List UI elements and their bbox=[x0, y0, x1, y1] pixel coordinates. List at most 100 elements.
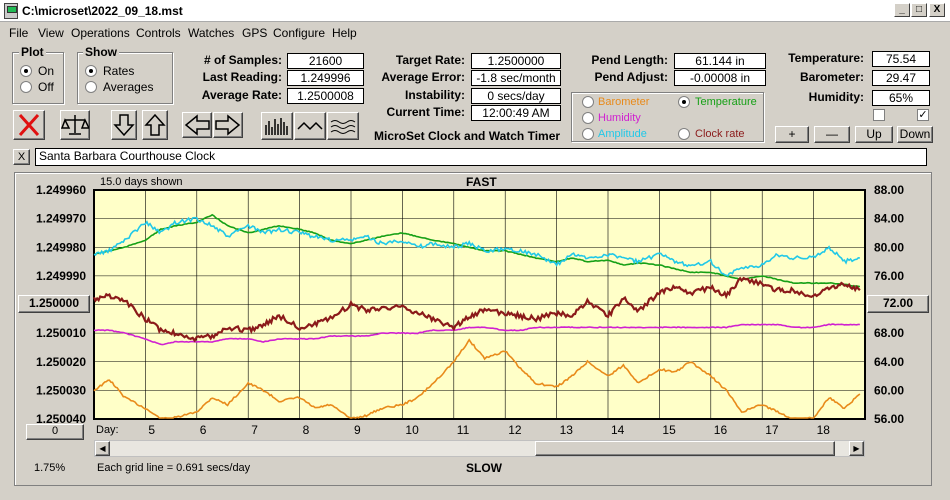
x-tick-label: 8 bbox=[303, 423, 310, 437]
scroll-left-button[interactable]: ◀ bbox=[95, 441, 110, 456]
calibrate-button[interactable] bbox=[60, 110, 91, 140]
series-line-amplitude bbox=[93, 216, 860, 277]
samples-value: 21600 bbox=[287, 53, 364, 69]
y-tick-label-right: 76.00 bbox=[874, 269, 904, 283]
center-rate-button[interactable]: 1.250000 bbox=[18, 295, 90, 313]
clock-rate-label: Clock rate bbox=[695, 128, 745, 140]
day-axis-label: Day: bbox=[96, 424, 119, 436]
target-rate-label: Target Rate: bbox=[395, 53, 465, 67]
plot-off-label: Off bbox=[38, 80, 54, 94]
slow-label: SLOW bbox=[466, 461, 502, 475]
y-tick-label-left: 1.250010 bbox=[36, 326, 86, 340]
x-tick-label: 9 bbox=[354, 423, 361, 437]
pend-adjust-label: Pend Adjust: bbox=[594, 70, 668, 84]
plot-on-radio[interactable] bbox=[20, 65, 32, 77]
temperature-radio[interactable] bbox=[678, 96, 690, 108]
menu-gps[interactable]: GPS bbox=[242, 26, 268, 40]
current-time-value: 12:00:49 AM bbox=[471, 105, 561, 121]
series-line-humidity bbox=[93, 323, 860, 346]
waveform-button[interactable] bbox=[294, 112, 326, 140]
humidity-reading-value: 65% bbox=[872, 90, 930, 106]
last-reading-value: 1.249996 bbox=[287, 70, 364, 86]
menu-watches[interactable]: Watches bbox=[188, 26, 235, 40]
barometer-radio[interactable] bbox=[582, 96, 594, 108]
stop-button[interactable] bbox=[13, 110, 45, 140]
right-arrow-button[interactable] bbox=[213, 112, 243, 138]
histogram-button[interactable] bbox=[261, 112, 293, 140]
up-arrow-button[interactable] bbox=[142, 110, 168, 140]
x-tick-label: 17 bbox=[765, 423, 779, 437]
noise-icon bbox=[330, 120, 356, 134]
instability-value: 0 secs/day bbox=[471, 88, 561, 104]
app-name: MicroSet Clock and Watch Timer bbox=[374, 129, 561, 143]
y-tick-label-left: 1.250020 bbox=[36, 355, 86, 369]
plus-button[interactable]: + bbox=[775, 126, 809, 143]
y-tick-label-right: 64.00 bbox=[874, 355, 904, 369]
arrow-left-icon bbox=[184, 114, 210, 136]
average-error-value: -1.8 sec/month bbox=[471, 70, 561, 86]
right-axis-button[interactable]: 72.00 bbox=[867, 295, 929, 313]
menu-controls[interactable]: Controls bbox=[136, 26, 181, 40]
x-tick-label: 14 bbox=[611, 423, 625, 437]
humidity-reading-label: Humidity: bbox=[808, 90, 864, 104]
samples-label: # of Samples: bbox=[203, 53, 282, 67]
scroll-right-button[interactable]: ▶ bbox=[849, 441, 864, 456]
menu-bar: File View Operations Controls Watches GP… bbox=[0, 23, 950, 43]
plot-legend: Plot bbox=[19, 45, 46, 59]
x-tick-label: 5 bbox=[148, 423, 155, 437]
show-group bbox=[77, 52, 173, 104]
show-averages-radio[interactable] bbox=[85, 81, 97, 93]
barometer-label: Barometer bbox=[598, 96, 650, 108]
grid-note: Each grid line = 0.691 secs/day bbox=[97, 462, 251, 474]
menu-file[interactable]: File bbox=[9, 26, 29, 40]
y-tick-label-left: 1.250040 bbox=[36, 412, 86, 426]
pend-adjust-value: -0.00008 in bbox=[674, 70, 766, 86]
offset-button[interactable]: 0 bbox=[26, 424, 84, 440]
x-tick-label: 18 bbox=[817, 423, 831, 437]
clear-clock-button[interactable]: X bbox=[13, 149, 30, 165]
down-arrow-button[interactable] bbox=[111, 110, 137, 140]
window-title: C:\microset\2022_09_18.mst bbox=[22, 4, 183, 18]
down-button[interactable]: Down bbox=[897, 126, 933, 143]
humidity-radio[interactable] bbox=[582, 112, 594, 124]
close-button[interactable]: X bbox=[929, 3, 945, 17]
show-rates-radio[interactable] bbox=[85, 65, 97, 77]
horizontal-scrollbar[interactable]: ◀ ▶ bbox=[94, 440, 865, 457]
left-arrow-button[interactable] bbox=[182, 112, 212, 138]
y-tick-label-right: 80.00 bbox=[874, 240, 904, 254]
x-tick-label: 6 bbox=[200, 423, 207, 437]
noise-button[interactable] bbox=[327, 112, 359, 140]
menu-operations[interactable]: Operations bbox=[71, 26, 130, 40]
show-averages-label: Averages bbox=[103, 80, 154, 94]
clock-rate-radio[interactable] bbox=[678, 128, 690, 140]
menu-help[interactable]: Help bbox=[332, 26, 357, 40]
y-tick-label-right: 56.00 bbox=[874, 412, 904, 426]
minus-button[interactable]: — bbox=[814, 126, 850, 143]
y-tick-label-right: 60.00 bbox=[874, 383, 904, 397]
checkbox-2[interactable]: ✓ bbox=[917, 109, 929, 121]
clock-name-field[interactable]: Santa Barbara Courthouse Clock bbox=[35, 148, 927, 166]
plot-off-radio[interactable] bbox=[20, 81, 32, 93]
app-icon[interactable] bbox=[4, 3, 18, 19]
checkbox-1[interactable] bbox=[873, 109, 885, 121]
average-error-label: Average Error: bbox=[381, 70, 465, 84]
up-button[interactable]: Up bbox=[855, 126, 893, 143]
show-rates-label: Rates bbox=[103, 64, 135, 78]
x-tick-label: 15 bbox=[662, 423, 676, 437]
y-tick-label-left: 1.250030 bbox=[36, 383, 86, 397]
maximize-button[interactable]: □ bbox=[911, 3, 927, 17]
temperature-reading-label: Temperature: bbox=[788, 51, 864, 65]
scroll-thumb[interactable] bbox=[535, 441, 835, 456]
y-tick-label-right: 84.00 bbox=[874, 212, 904, 226]
minimize-button[interactable]: _ bbox=[894, 3, 910, 17]
y-tick-label-left: 1.249960 bbox=[36, 183, 86, 197]
x-tick-label: 12 bbox=[508, 423, 522, 437]
y-tick-label-right: 68.00 bbox=[874, 326, 904, 340]
show-legend: Show bbox=[83, 45, 119, 59]
temperature-label: Temperature bbox=[695, 96, 757, 108]
menu-view[interactable]: View bbox=[38, 26, 64, 40]
amplitude-radio[interactable] bbox=[582, 128, 594, 140]
menu-configure[interactable]: Configure bbox=[273, 26, 326, 40]
pend-length-label: Pend Length: bbox=[591, 53, 668, 67]
wave-icon bbox=[297, 121, 323, 131]
